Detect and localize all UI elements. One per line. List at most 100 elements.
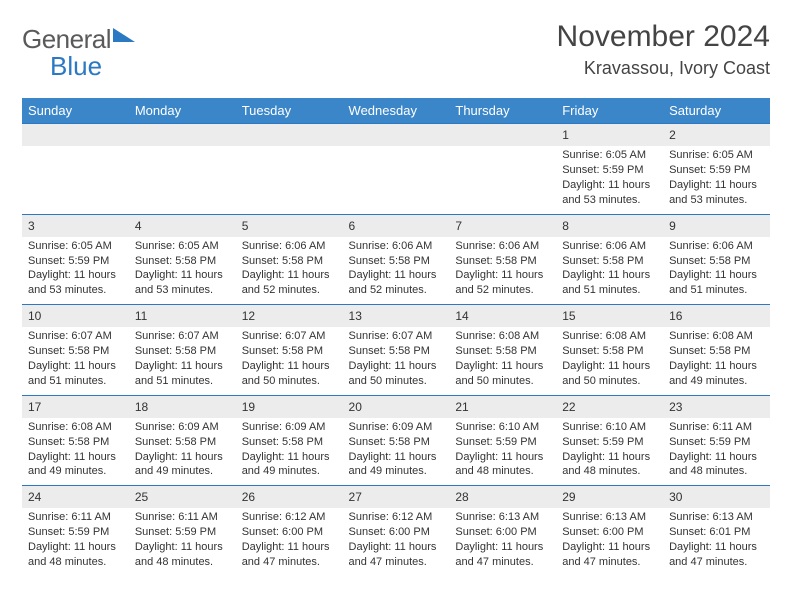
daylight-text: Daylight: 11 hours and 50 minutes. [242, 359, 337, 389]
daylight-text: Daylight: 11 hours and 53 minutes. [28, 268, 123, 298]
sunset-text: Sunset: 5:59 PM [562, 163, 657, 178]
day-details-cell: Sunrise: 6:06 AMSunset: 5:58 PMDaylight:… [449, 237, 556, 305]
sunrise-text: Sunrise: 6:06 AM [455, 239, 550, 254]
sunrise-text: Sunrise: 6:13 AM [455, 510, 550, 525]
day-details: Sunrise: 6:09 AMSunset: 5:58 PMDaylight:… [135, 420, 230, 479]
details-row: Sunrise: 6:05 AMSunset: 5:59 PMDaylight:… [22, 146, 770, 214]
daylight-text: Daylight: 11 hours and 52 minutes. [455, 268, 550, 298]
daylight-text: Daylight: 11 hours and 50 minutes. [349, 359, 444, 389]
sunrise-text: Sunrise: 6:07 AM [135, 329, 230, 344]
day-number-cell: 19 [236, 395, 343, 418]
month-title: November 2024 [557, 20, 770, 54]
day-details: Sunrise: 6:06 AMSunset: 5:58 PMDaylight:… [669, 239, 764, 298]
logo-general: General [22, 24, 111, 54]
day-number-cell: 9 [663, 214, 770, 237]
day-number-cell [449, 124, 556, 147]
daylight-text: Daylight: 11 hours and 48 minutes. [562, 450, 657, 480]
sunset-text: Sunset: 5:58 PM [455, 254, 550, 269]
sunset-text: Sunset: 5:58 PM [135, 254, 230, 269]
day-header: Monday [129, 98, 236, 124]
day-number-cell: 2 [663, 124, 770, 147]
title-block: November 2024 Kravassou, Ivory Coast [557, 20, 770, 79]
day-header: Wednesday [343, 98, 450, 124]
sunrise-text: Sunrise: 6:08 AM [455, 329, 550, 344]
daynum-row: 24252627282930 [22, 486, 770, 509]
day-details-cell: Sunrise: 6:06 AMSunset: 5:58 PMDaylight:… [663, 237, 770, 305]
day-details: Sunrise: 6:13 AMSunset: 6:01 PMDaylight:… [669, 510, 764, 569]
day-details: Sunrise: 6:10 AMSunset: 5:59 PMDaylight:… [562, 420, 657, 479]
daylight-text: Daylight: 11 hours and 51 minutes. [669, 268, 764, 298]
day-number-cell: 8 [556, 214, 663, 237]
day-details-cell: Sunrise: 6:12 AMSunset: 6:00 PMDaylight:… [236, 508, 343, 575]
day-details: Sunrise: 6:06 AMSunset: 5:58 PMDaylight:… [242, 239, 337, 298]
day-details: Sunrise: 6:05 AMSunset: 5:58 PMDaylight:… [135, 239, 230, 298]
day-details-cell: Sunrise: 6:13 AMSunset: 6:00 PMDaylight:… [556, 508, 663, 575]
sunrise-text: Sunrise: 6:10 AM [562, 420, 657, 435]
day-details-cell: Sunrise: 6:11 AMSunset: 5:59 PMDaylight:… [22, 508, 129, 575]
sunrise-text: Sunrise: 6:05 AM [669, 148, 764, 163]
day-number-cell: 13 [343, 305, 450, 328]
day-number-cell: 1 [556, 124, 663, 147]
daylight-text: Daylight: 11 hours and 47 minutes. [349, 540, 444, 570]
daylight-text: Daylight: 11 hours and 47 minutes. [562, 540, 657, 570]
day-details-cell: Sunrise: 6:05 AMSunset: 5:58 PMDaylight:… [129, 237, 236, 305]
sunrise-text: Sunrise: 6:06 AM [242, 239, 337, 254]
daylight-text: Daylight: 11 hours and 49 minutes. [349, 450, 444, 480]
daylight-text: Daylight: 11 hours and 48 minutes. [669, 450, 764, 480]
day-details: Sunrise: 6:08 AMSunset: 5:58 PMDaylight:… [562, 329, 657, 388]
day-details: Sunrise: 6:05 AMSunset: 5:59 PMDaylight:… [562, 148, 657, 207]
day-details-cell: Sunrise: 6:06 AMSunset: 5:58 PMDaylight:… [343, 237, 450, 305]
daylight-text: Daylight: 11 hours and 53 minutes. [562, 178, 657, 208]
daylight-text: Daylight: 11 hours and 49 minutes. [135, 450, 230, 480]
sunrise-text: Sunrise: 6:07 AM [349, 329, 444, 344]
sunset-text: Sunset: 5:58 PM [135, 435, 230, 450]
day-details-cell: Sunrise: 6:11 AMSunset: 5:59 PMDaylight:… [129, 508, 236, 575]
sunset-text: Sunset: 6:00 PM [562, 525, 657, 540]
day-number-cell: 12 [236, 305, 343, 328]
day-number-cell [236, 124, 343, 147]
sunrise-text: Sunrise: 6:07 AM [28, 329, 123, 344]
daylight-text: Daylight: 11 hours and 52 minutes. [349, 268, 444, 298]
day-number-cell: 25 [129, 486, 236, 509]
day-details-cell [236, 146, 343, 214]
day-number-cell: 20 [343, 395, 450, 418]
day-details: Sunrise: 6:08 AMSunset: 5:58 PMDaylight:… [455, 329, 550, 388]
day-details: Sunrise: 6:09 AMSunset: 5:58 PMDaylight:… [349, 420, 444, 479]
sunrise-text: Sunrise: 6:10 AM [455, 420, 550, 435]
sunrise-text: Sunrise: 6:08 AM [562, 329, 657, 344]
day-details: Sunrise: 6:05 AMSunset: 5:59 PMDaylight:… [28, 239, 123, 298]
daylight-text: Daylight: 11 hours and 49 minutes. [242, 450, 337, 480]
sunset-text: Sunset: 5:58 PM [28, 344, 123, 359]
sunrise-text: Sunrise: 6:06 AM [349, 239, 444, 254]
sunrise-text: Sunrise: 6:05 AM [562, 148, 657, 163]
day-details-cell: Sunrise: 6:08 AMSunset: 5:58 PMDaylight:… [449, 327, 556, 395]
calendar-table: Sunday Monday Tuesday Wednesday Thursday… [22, 98, 770, 576]
day-details-cell [449, 146, 556, 214]
day-number-cell: 29 [556, 486, 663, 509]
day-details-cell: Sunrise: 6:07 AMSunset: 5:58 PMDaylight:… [236, 327, 343, 395]
day-details: Sunrise: 6:08 AMSunset: 5:58 PMDaylight:… [28, 420, 123, 479]
sunrise-text: Sunrise: 6:13 AM [562, 510, 657, 525]
day-number-cell: 15 [556, 305, 663, 328]
sunset-text: Sunset: 5:58 PM [135, 344, 230, 359]
day-header: Tuesday [236, 98, 343, 124]
day-number-cell [129, 124, 236, 147]
day-details-cell: Sunrise: 6:05 AMSunset: 5:59 PMDaylight:… [22, 237, 129, 305]
daynum-row: 12 [22, 124, 770, 147]
day-number-cell: 17 [22, 395, 129, 418]
sunset-text: Sunset: 5:58 PM [349, 254, 444, 269]
sunset-text: Sunset: 5:59 PM [28, 254, 123, 269]
day-number-cell: 4 [129, 214, 236, 237]
header: General Blue November 2024 Kravassou, Iv… [22, 20, 770, 80]
daylight-text: Daylight: 11 hours and 50 minutes. [455, 359, 550, 389]
day-header: Saturday [663, 98, 770, 124]
logo-triangle-icon [113, 28, 135, 42]
daylight-text: Daylight: 11 hours and 52 minutes. [242, 268, 337, 298]
day-number-cell: 27 [343, 486, 450, 509]
day-details: Sunrise: 6:08 AMSunset: 5:58 PMDaylight:… [669, 329, 764, 388]
sunrise-text: Sunrise: 6:12 AM [242, 510, 337, 525]
sunset-text: Sunset: 6:00 PM [349, 525, 444, 540]
sunset-text: Sunset: 5:58 PM [562, 254, 657, 269]
day-number-cell: 16 [663, 305, 770, 328]
day-number-cell: 18 [129, 395, 236, 418]
